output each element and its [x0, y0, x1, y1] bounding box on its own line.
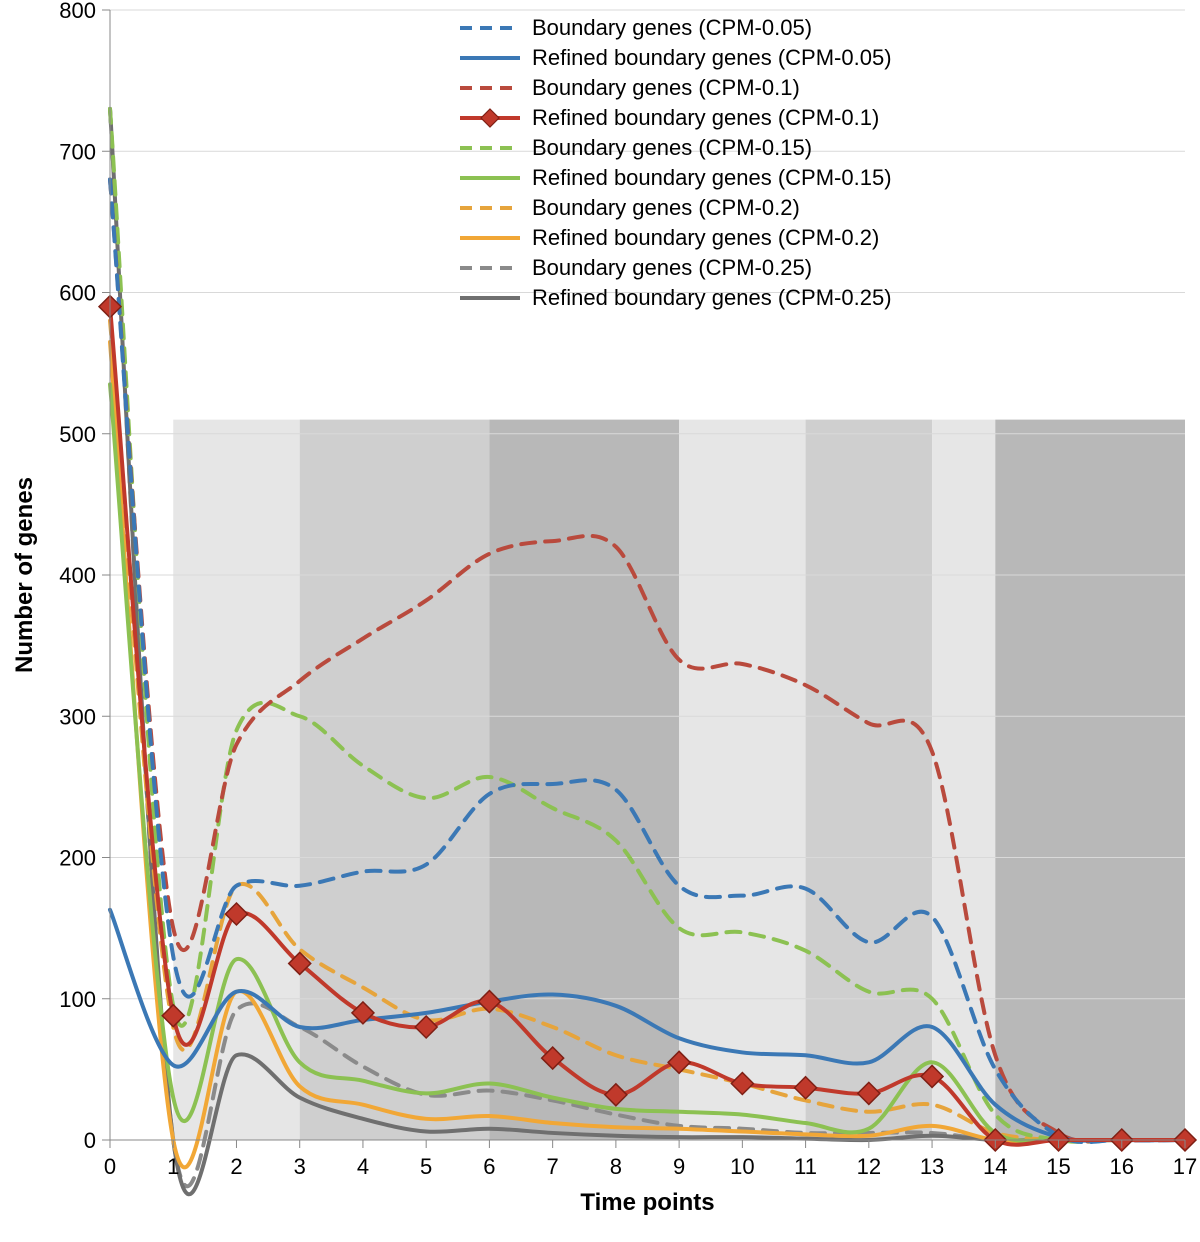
y-tick-label: 400 — [59, 563, 96, 588]
x-tick-label: 11 — [794, 1154, 817, 1179]
y-tick-label: 500 — [59, 422, 96, 447]
legend-label: Boundary genes (CPM-0.25) — [532, 255, 812, 280]
legend-label: Refined boundary genes (CPM-0.1) — [532, 105, 879, 130]
y-tick-label: 100 — [59, 987, 96, 1012]
legend-label: Boundary genes (CPM-0.05) — [532, 15, 812, 40]
chart-container: 0123456789101112131415161701002003004005… — [0, 0, 1200, 1242]
x-tick-label: 1 — [167, 1154, 179, 1179]
legend-label: Refined boundary genes (CPM-0.2) — [532, 225, 879, 250]
x-tick-label: 9 — [673, 1154, 685, 1179]
x-tick-label: 2 — [230, 1154, 242, 1179]
x-tick-label: 10 — [730, 1154, 754, 1179]
x-tick-label: 13 — [920, 1154, 944, 1179]
line-chart: 0123456789101112131415161701002003004005… — [0, 0, 1200, 1242]
x-tick-label: 12 — [857, 1154, 881, 1179]
legend-label: Refined boundary genes (CPM-0.05) — [532, 45, 892, 70]
legend-label: Refined boundary genes (CPM-0.15) — [532, 165, 892, 190]
x-tick-label: 6 — [483, 1154, 495, 1179]
x-tick-label: 16 — [1110, 1154, 1134, 1179]
legend-label: Boundary genes (CPM-0.2) — [532, 195, 800, 220]
x-tick-label: 15 — [1046, 1154, 1070, 1179]
y-tick-label: 800 — [59, 0, 96, 23]
phase-band — [679, 420, 805, 1140]
y-tick-label: 200 — [59, 846, 96, 871]
y-tick-label: 700 — [59, 139, 96, 164]
y-axis-label: Number of genes — [11, 477, 38, 673]
x-tick-label: 3 — [294, 1154, 306, 1179]
x-tick-label: 5 — [420, 1154, 432, 1179]
y-tick-label: 600 — [59, 281, 96, 306]
x-tick-label: 14 — [983, 1154, 1007, 1179]
phase-band — [995, 420, 1185, 1140]
legend-label: Boundary genes (CPM-0.1) — [532, 75, 800, 100]
x-tick-label: 0 — [104, 1154, 116, 1179]
x-tick-label: 17 — [1173, 1154, 1197, 1179]
phase-band — [300, 420, 490, 1140]
x-tick-label: 8 — [610, 1154, 622, 1179]
y-tick-label: 300 — [59, 704, 96, 729]
x-tick-label: 7 — [547, 1154, 559, 1179]
x-tick-label: 4 — [357, 1154, 369, 1179]
legend-label: Refined boundary genes (CPM-0.25) — [532, 285, 892, 310]
legend-label: Boundary genes (CPM-0.15) — [532, 135, 812, 160]
x-axis-label: Time points — [580, 1189, 714, 1216]
y-tick-label: 0 — [84, 1128, 96, 1153]
